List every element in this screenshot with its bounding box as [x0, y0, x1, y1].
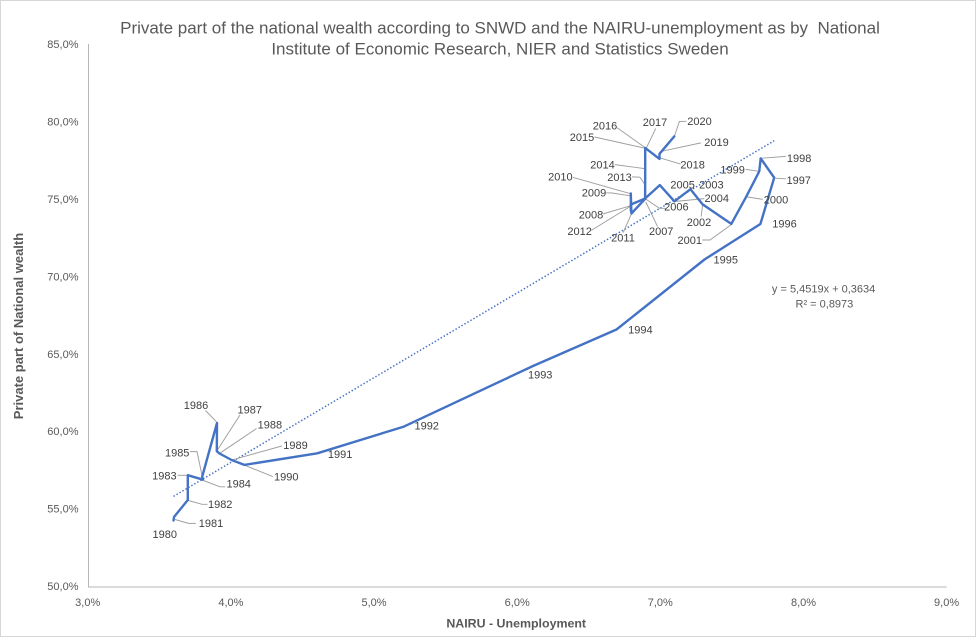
svg-text:2016: 2016: [593, 120, 617, 132]
svg-text:2005: 2005: [670, 180, 694, 192]
svg-text:60,0%: 60,0%: [47, 426, 78, 438]
svg-text:1997: 1997: [786, 175, 810, 187]
svg-text:1995: 1995: [714, 255, 738, 267]
svg-text:2008: 2008: [579, 209, 603, 221]
svg-text:1991: 1991: [328, 449, 352, 461]
svg-text:1999: 1999: [720, 164, 744, 176]
svg-text:2018: 2018: [680, 160, 704, 172]
svg-text:R² = 0,8973: R² = 0,8973: [796, 299, 854, 311]
svg-text:5,0%: 5,0%: [361, 597, 386, 609]
svg-text:2000: 2000: [764, 195, 788, 207]
svg-text:2020: 2020: [687, 116, 711, 128]
svg-text:4,0%: 4,0%: [218, 597, 243, 609]
svg-text:y = 5,4519x + 0,3634: y = 5,4519x + 0,3634: [772, 283, 875, 295]
svg-text:85,0%: 85,0%: [47, 39, 78, 51]
svg-text:1990: 1990: [274, 472, 298, 484]
svg-text:2011: 2011: [611, 233, 635, 245]
svg-text:9,0%: 9,0%: [934, 597, 959, 609]
svg-text:65,0%: 65,0%: [47, 349, 78, 361]
svg-text:1981: 1981: [199, 518, 223, 530]
svg-text:Private part of the national w: Private part of the national wealth acco…: [120, 18, 880, 37]
svg-text:1984: 1984: [226, 479, 250, 491]
svg-text:7,0%: 7,0%: [648, 597, 673, 609]
svg-text:50,0%: 50,0%: [47, 581, 78, 593]
svg-text:55,0%: 55,0%: [47, 504, 78, 516]
svg-text:6,0%: 6,0%: [505, 597, 530, 609]
svg-text:2015: 2015: [570, 132, 594, 144]
svg-text:NAIRU - Unemployment: NAIRU - Unemployment: [446, 617, 586, 631]
svg-text:80,0%: 80,0%: [47, 117, 78, 129]
svg-text:1982: 1982: [208, 499, 232, 511]
svg-text:2010: 2010: [548, 172, 572, 184]
svg-text:1996: 1996: [772, 219, 796, 231]
svg-text:2004: 2004: [705, 193, 729, 205]
svg-text:1983: 1983: [152, 471, 176, 483]
svg-text:3,0%: 3,0%: [75, 597, 100, 609]
svg-text:1985: 1985: [165, 447, 189, 459]
svg-text:2014: 2014: [590, 160, 614, 172]
svg-text:70,0%: 70,0%: [47, 271, 78, 283]
svg-text:1986: 1986: [184, 400, 208, 412]
svg-text:2003: 2003: [699, 179, 723, 191]
svg-text:2006: 2006: [664, 202, 688, 214]
svg-text:1992: 1992: [414, 420, 438, 432]
svg-text:1994: 1994: [628, 324, 652, 336]
svg-text:2002: 2002: [687, 217, 711, 229]
svg-text:1987: 1987: [238, 404, 262, 416]
svg-text:2019: 2019: [704, 137, 728, 149]
svg-text:2009: 2009: [582, 188, 606, 200]
svg-text:Private part of National wealt: Private part of National wealth: [11, 233, 26, 419]
svg-text:75,0%: 75,0%: [47, 194, 78, 206]
svg-text:1988: 1988: [258, 419, 282, 431]
svg-text:Institute of Economic Research: Institute of Economic Research, NIER and…: [271, 39, 728, 58]
svg-text:2012: 2012: [567, 226, 591, 238]
svg-text:1989: 1989: [283, 440, 307, 452]
svg-text:1980: 1980: [153, 529, 177, 541]
svg-text:2013: 2013: [607, 172, 631, 184]
svg-text:2017: 2017: [643, 117, 667, 129]
svg-text:2007: 2007: [649, 226, 673, 238]
svg-text:2001: 2001: [678, 235, 702, 247]
svg-text:1993: 1993: [528, 370, 552, 382]
svg-text:8,0%: 8,0%: [791, 597, 816, 609]
svg-text:1998: 1998: [787, 153, 811, 165]
